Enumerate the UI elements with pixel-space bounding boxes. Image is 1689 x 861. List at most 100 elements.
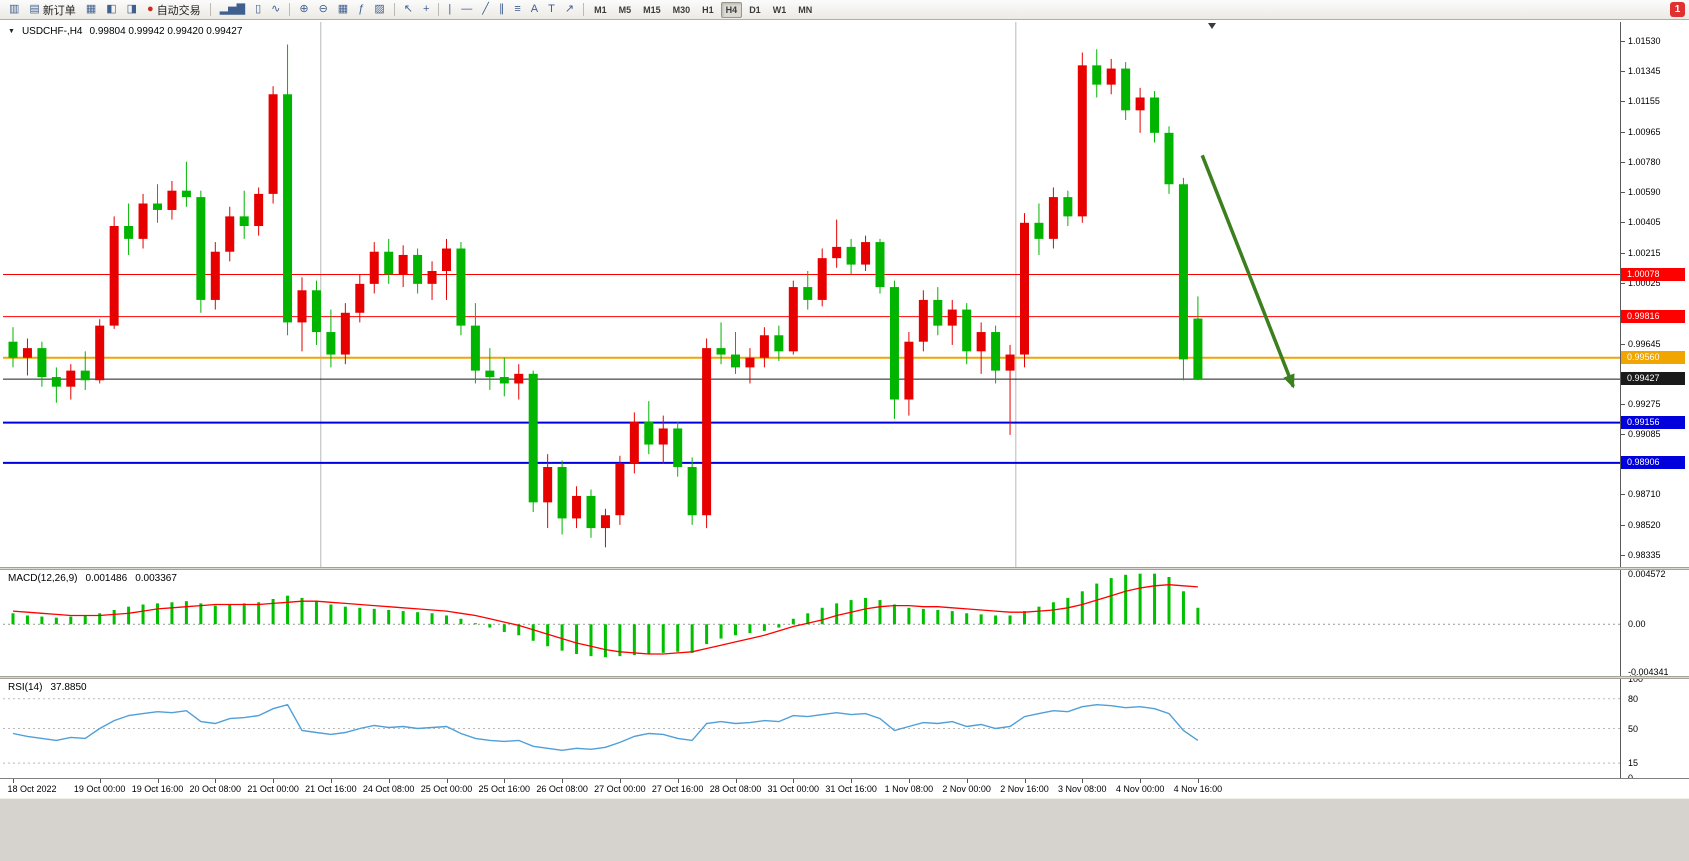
timeframe-h1[interactable]: H1 (702, 4, 714, 15)
templates-button[interactable]: ▨ (370, 1, 388, 19)
time-tick (504, 779, 506, 783)
trend-arrow[interactable] (1200, 154, 1295, 389)
time-tick (619, 779, 621, 783)
window-menu-icon[interactable]: ▼ (8, 28, 15, 35)
bar-chart-button[interactable]: ▂▅▇ (216, 1, 249, 19)
new-order-icon: ▤ (29, 3, 40, 15)
price-tick-label: 0.99645 (1628, 339, 1661, 350)
vertical-separators[interactable] (320, 22, 1017, 567)
price-badge: 0.99156 (1621, 415, 1685, 429)
zoom-in-button[interactable]: ⊕ (295, 1, 312, 19)
rsi-label: RSI(14) 37.8850 (8, 682, 87, 693)
toolbar-separator (438, 3, 440, 16)
symbol-period-label: USDCHF-,H4 (21, 26, 83, 37)
candles-layer (8, 44, 1203, 548)
channel-icon: ∥ (498, 3, 505, 15)
time-tick (388, 779, 390, 783)
cursor-icon: ↖ (403, 3, 413, 15)
market-watch-button[interactable]: ◧ (102, 1, 120, 19)
timeframe-h4[interactable]: H4 (720, 1, 743, 18)
fibonacci-icon: ≡ (514, 3, 521, 15)
time-label: 2 Nov 16:00 (1000, 784, 1049, 794)
horizontal-line-objects[interactable] (3, 274, 1620, 464)
price-tick-label: 1.00780 (1628, 156, 1661, 167)
timeframe-w1[interactable]: W1 (772, 4, 787, 15)
price-tick-label: 0.98520 (1628, 519, 1661, 530)
candlestick-chart-button[interactable]: ▯ (251, 1, 265, 19)
timeframe-m1[interactable]: M1 (594, 4, 607, 15)
panel-splitter[interactable] (0, 567, 1689, 570)
zoom-out-button[interactable]: ⊖ (315, 1, 332, 19)
chart-profiles-button[interactable]: ▦ (82, 1, 100, 19)
time-tick (273, 779, 275, 783)
time-label: 21 Oct 00:00 (247, 784, 299, 794)
timeframe-mn[interactable]: MN (798, 4, 813, 15)
macd-name: MACD(12,26,9) (8, 573, 78, 584)
timeframe-m5[interactable]: M5 (618, 4, 632, 15)
chart-title: ▼ USDCHF-,H4 0.99804 0.99942 0.99420 0.9… (8, 26, 242, 37)
price-axis[interactable]: 1.01530 1.01345 1.01155 1.00965 1.00780 1.005… (1620, 22, 1689, 783)
timeframe-m15[interactable]: M15 (643, 4, 661, 15)
time-label: 24 Oct 08:00 (362, 784, 415, 794)
rsi-scale-label: 100 (1628, 674, 1644, 684)
fibonacci-button[interactable]: ≡ (510, 1, 524, 19)
arrows-button[interactable]: ↗ (561, 1, 578, 19)
horizontal-line-icon: — (461, 3, 473, 15)
text-button[interactable]: A (527, 1, 542, 19)
panel-splitter[interactable] (0, 676, 1689, 679)
notification-badge[interactable]: 1 (1670, 2, 1685, 17)
indicators-button[interactable]: ƒ (354, 1, 368, 19)
horizontal-line-button[interactable]: — (457, 1, 476, 19)
price-tick (1621, 222, 1625, 223)
time-label: 27 Oct 00:00 (594, 784, 646, 794)
time-axis[interactable]: 18 Oct 2022 19 Oct 00:00 19 Oct 16:00 20 Oc… (0, 778, 1689, 798)
price-tick-label: 1.01345 (1628, 65, 1661, 76)
crosshair-button[interactable]: + (419, 1, 433, 19)
macd-signal-line (12, 584, 1198, 655)
price-tick-label: 1.00215 (1628, 247, 1661, 258)
line-chart-button[interactable]: ∿ (267, 1, 284, 19)
time-label: 31 Oct 16:00 (825, 784, 877, 794)
price-tick (1621, 71, 1625, 72)
price-badge: 0.99816 (1621, 309, 1685, 323)
price-tick (1621, 132, 1625, 133)
price-tick-label: 0.99085 (1628, 429, 1661, 440)
price-tick-label: 0.98710 (1628, 489, 1661, 500)
time-label: 28 Oct 08:00 (709, 784, 762, 794)
tile-windows-button[interactable]: ▦ (334, 1, 352, 19)
price-tick (1621, 253, 1625, 254)
label-button[interactable]: T (544, 1, 559, 19)
indicators-icon: ƒ (358, 3, 365, 15)
label-icon: T (548, 3, 555, 15)
price-tick-label: 0.98335 (1628, 549, 1661, 560)
price-tick-label: 0.99275 (1628, 398, 1661, 409)
market-watch-icon: ◧ (106, 3, 117, 15)
trendline-button[interactable]: ╱ (478, 1, 493, 19)
templates-icon: ▨ (374, 3, 385, 15)
new-order-button[interactable]: ▤ 新订单 (25, 1, 79, 19)
time-tick (1140, 779, 1142, 783)
auto-trading-button[interactable]: ● 自动交易 (143, 1, 205, 19)
macd-scale-label: -0.004341 (1628, 667, 1669, 677)
rsi-line (12, 703, 1199, 752)
vertical-line-button[interactable]: | (444, 1, 455, 19)
cursor-button[interactable]: ↖ (400, 1, 417, 19)
timeframe-m30[interactable]: M30 (672, 4, 691, 15)
time-tick (1024, 779, 1026, 783)
channel-button[interactable]: ∥ (495, 1, 509, 19)
macd-signal-value: 0.003367 (135, 573, 177, 584)
price-tick-label: 1.00405 (1628, 216, 1661, 227)
data-window-button[interactable]: ◨ (123, 1, 141, 19)
trendline-icon: ╱ (482, 3, 489, 15)
timeframe-d1[interactable]: D1 (749, 4, 761, 15)
price-badge: 0.99560 (1621, 350, 1685, 364)
price-tick (1621, 344, 1625, 345)
data-window-icon: ◨ (126, 3, 138, 15)
time-tick (446, 779, 448, 783)
new-chart-button[interactable]: ▥ (5, 1, 23, 19)
time-label: 1 Nov 08:00 (884, 784, 934, 794)
toolbar-separator (209, 3, 211, 16)
price-tick (1621, 192, 1625, 193)
chart-shift-marker[interactable] (1208, 23, 1216, 29)
macd-panel (3, 573, 1620, 658)
